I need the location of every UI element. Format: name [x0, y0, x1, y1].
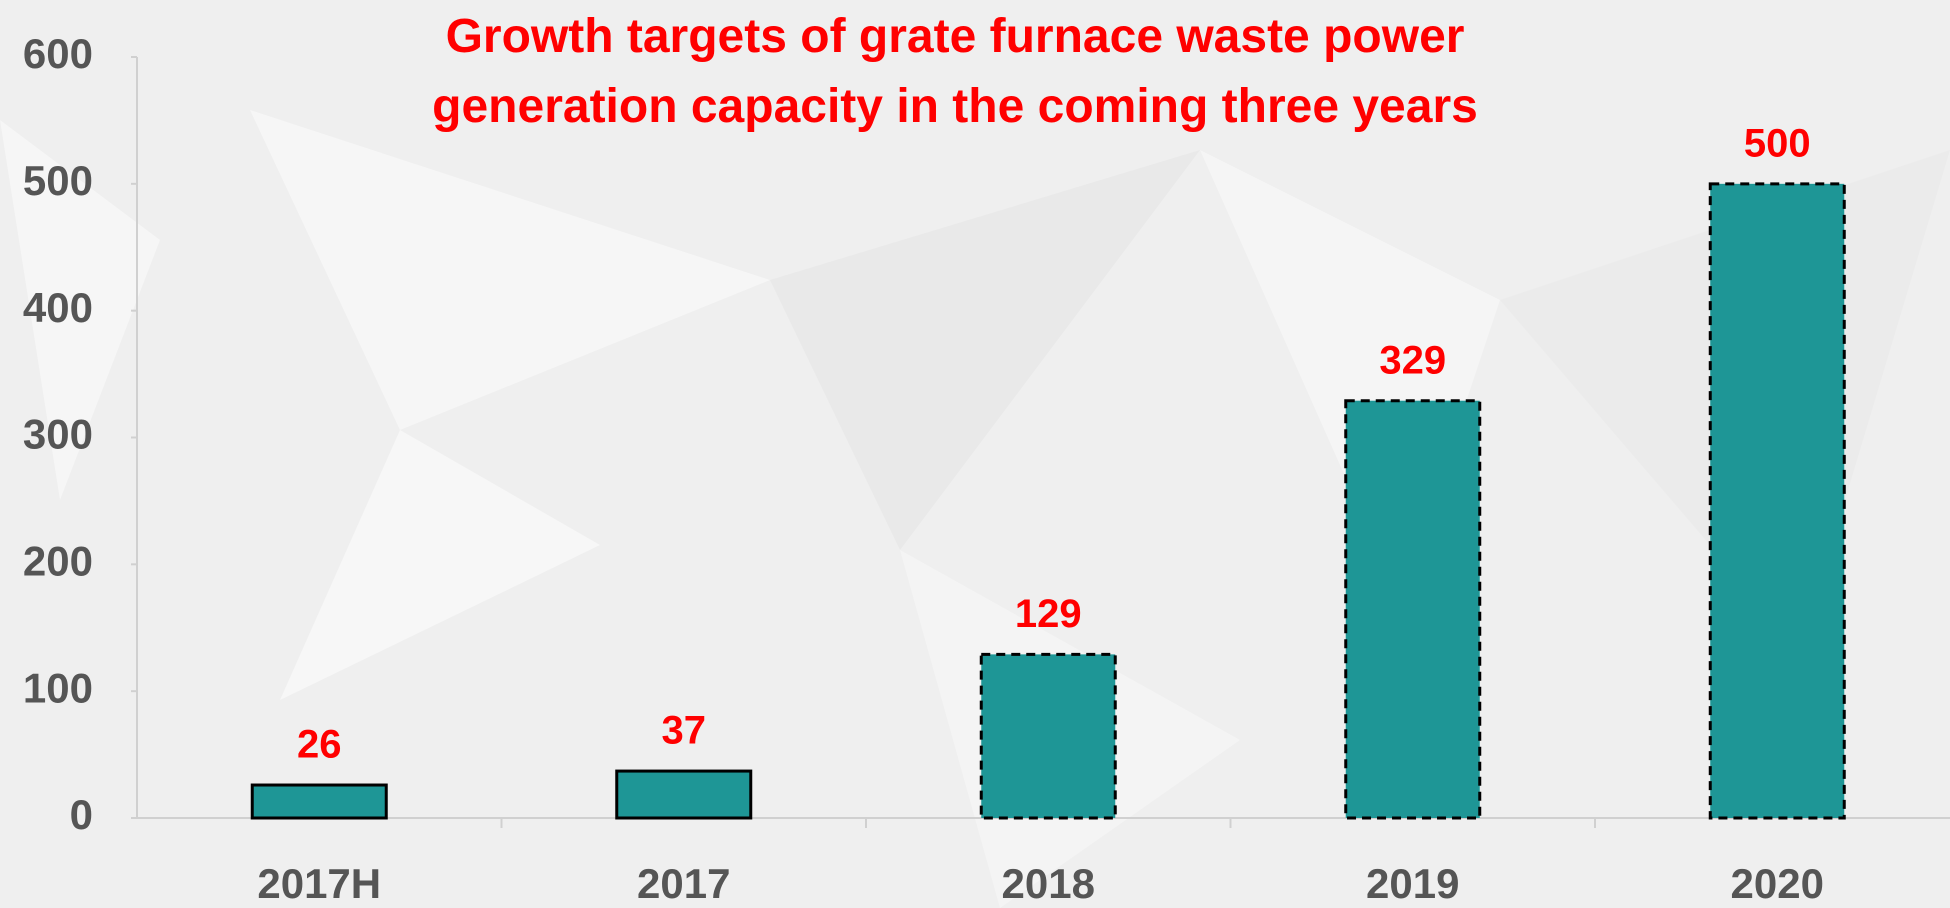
value-label: 26 [297, 723, 342, 767]
x-tick-label: 2020 [1731, 860, 1824, 907]
y-tick-label: 200 [23, 537, 93, 584]
y-tick-label: 0 [70, 791, 93, 838]
x-tick-label: 2018 [1002, 860, 1095, 907]
y-tick-label: 600 [23, 30, 93, 77]
y-tick-label: 400 [23, 284, 93, 331]
background-shape [770, 150, 1200, 550]
bar [979, 652, 1117, 820]
y-tick-label: 100 [23, 664, 93, 711]
background-shape [280, 430, 600, 700]
background-shape [250, 110, 770, 430]
y-tick-label: 300 [23, 411, 93, 458]
x-tick-label: 2017H [257, 860, 381, 907]
bar [1708, 182, 1846, 820]
value-label: 329 [1379, 338, 1446, 382]
y-tick-label: 500 [23, 157, 93, 204]
x-tick-label: 2017 [637, 860, 730, 907]
value-label: 37 [662, 709, 707, 753]
x-tick-label: 2019 [1366, 860, 1459, 907]
bar [615, 769, 753, 820]
value-label: 129 [1015, 592, 1082, 636]
background-shape [0, 120, 160, 500]
bar [1344, 399, 1482, 820]
value-label: 500 [1744, 121, 1811, 165]
chart-title: Growth targets of grate furnace waste po… [432, 10, 1478, 133]
bar [250, 783, 388, 820]
